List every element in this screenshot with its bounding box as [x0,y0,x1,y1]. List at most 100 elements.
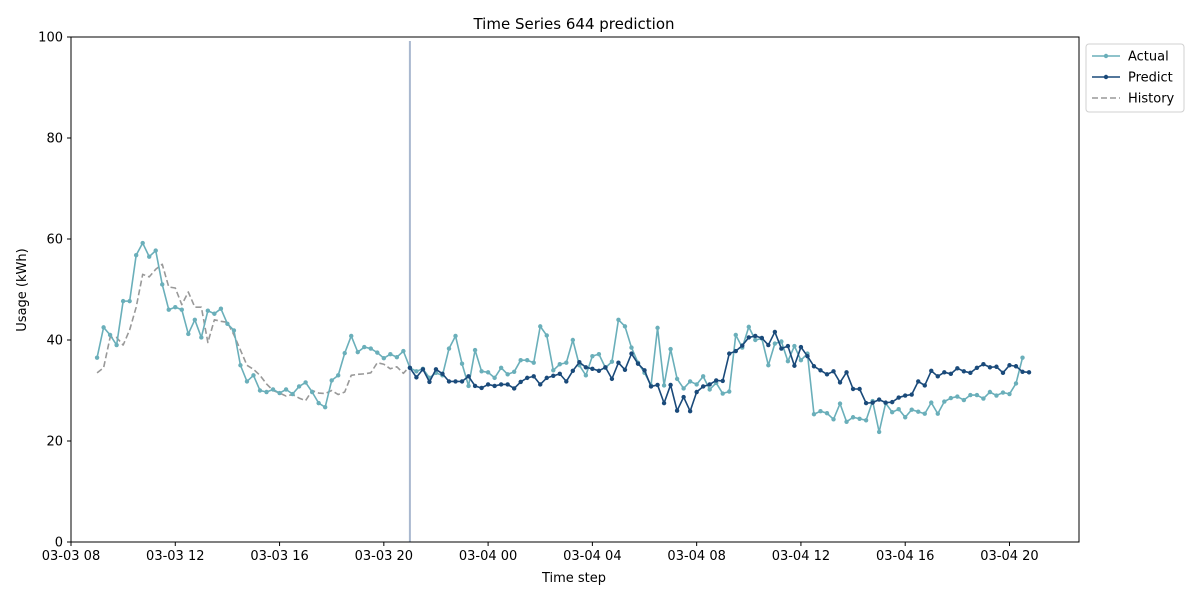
data-point-predict [916,379,921,384]
data-point-predict [922,383,927,388]
data-point-predict [850,386,856,392]
data-point-actual [596,351,602,357]
data-point-predict [420,367,426,372]
data-point-actual [368,346,373,351]
data-point-actual [192,317,198,322]
data-point-actual [661,383,667,388]
data-point-predict [570,368,576,374]
data-point-actual [329,378,334,383]
data-point-actual [942,399,947,404]
data-point-predict [407,365,413,370]
data-point-actual [779,339,784,344]
data-point-actual [251,373,256,378]
data-point-actual [792,343,797,349]
legend-label-predict: Predict [1128,71,1173,86]
data-point-actual [538,324,543,329]
data-point-actual [544,333,549,338]
x-tick-label: 03-04 12 [772,549,830,564]
data-point-predict [440,371,445,377]
data-point-predict [746,335,751,340]
data-point-predict [674,408,680,413]
data-point-predict [707,382,712,387]
x-tick-label: 03-04 16 [876,549,934,564]
data-point-predict [485,382,491,387]
data-point-actual [700,374,706,379]
data-point-actual [948,395,954,401]
data-point-predict [994,364,999,369]
data-point-predict [948,371,954,377]
data-point-actual [609,359,615,364]
data-point-actual [746,324,751,330]
data-point-predict [863,400,869,406]
data-point-actual [355,349,360,355]
data-point-actual [179,307,184,312]
data-point-predict [792,363,797,368]
data-point-predict [544,375,549,381]
x-tick-label: 03-03 20 [355,549,413,564]
data-point-actual [857,416,862,421]
data-point-predict [857,386,862,392]
data-point-predict [453,379,458,384]
data-point-actual [668,346,673,352]
data-point-actual [283,387,289,392]
data-point-actual [296,384,302,389]
data-point-actual [622,324,628,329]
data-point-actual [140,240,145,246]
data-point-actual [831,417,836,422]
data-point-actual [564,360,569,365]
data-point-predict [824,372,830,377]
data-point-actual [160,282,165,287]
y-tick-label: 40 [46,334,63,349]
data-point-predict [1000,370,1006,376]
data-point-actual [485,370,491,375]
data-point-predict [987,365,993,370]
data-point-actual [479,369,484,374]
data-point-predict [714,378,719,383]
plot-frame [70,36,1080,543]
data-point-actual [127,298,132,304]
data-point-predict [472,383,478,389]
y-axis-label: Usage (kWh) [15,248,30,331]
data-point-predict [687,409,693,414]
data-point-predict [727,351,732,356]
data-point-actual [929,400,934,405]
data-point-actual [525,358,530,363]
y-tick-label: 100 [38,31,63,46]
series-points-predict [407,329,1032,414]
data-point-actual [349,333,354,339]
y-tick-label: 60 [46,233,63,248]
y-tick-label: 20 [46,435,63,450]
data-point-predict [642,368,647,373]
data-point-actual [935,411,940,416]
data-point-predict [551,373,556,379]
data-point-predict [459,379,465,384]
data-point-predict [446,379,452,384]
x-tick-label: 03-04 08 [667,549,725,564]
data-point-actual [766,363,771,368]
data-point-actual [114,342,119,348]
data-point-actual [453,333,458,339]
data-point-actual [733,332,738,338]
data-point-actual [798,358,804,363]
y-tick-label: 80 [46,132,63,147]
data-point-actual [1007,391,1012,397]
plot-area [70,36,1080,543]
data-point-actual [414,369,419,374]
data-point-actual [466,383,471,389]
data-point-actual [583,373,589,378]
data-point-predict [700,384,706,389]
data-point-predict [779,346,784,351]
data-point-predict [661,400,667,406]
data-point-actual [264,389,269,395]
data-point-actual [727,389,732,394]
data-point-actual [505,372,510,377]
data-point-actual [968,392,973,398]
data-point-predict [603,365,608,370]
data-point-actual [824,411,830,416]
series-line-predict [409,331,1030,413]
data-point-actual [590,353,595,359]
data-point-actual [173,304,178,310]
data-point-predict [837,380,843,385]
legend: Actual Predict History [1085,43,1185,113]
data-point-actual [375,350,380,355]
